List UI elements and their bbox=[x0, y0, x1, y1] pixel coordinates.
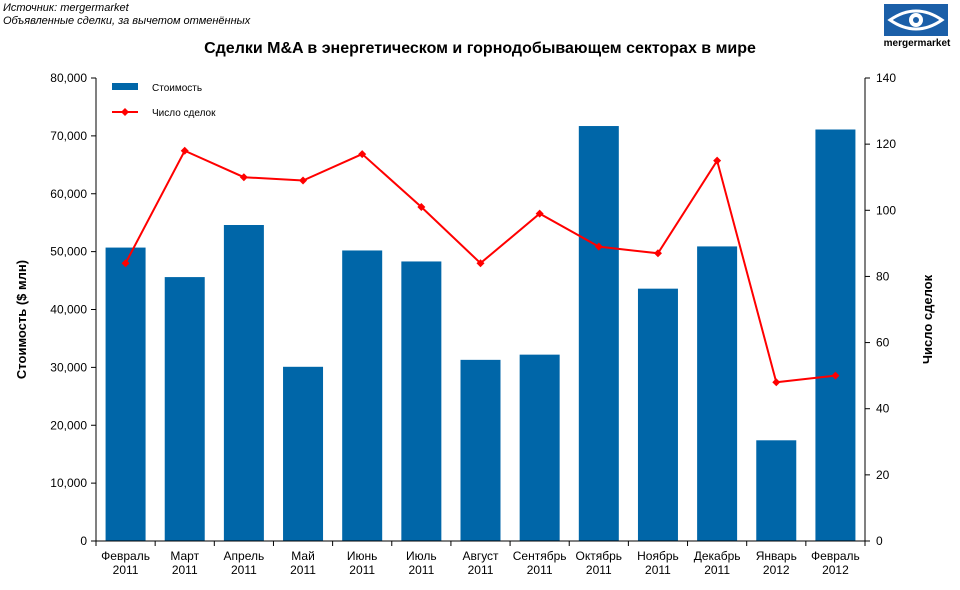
bar bbox=[283, 366, 324, 541]
deals-point bbox=[594, 242, 603, 251]
bars-layer bbox=[105, 126, 856, 542]
y-tick-label-left: 50,000 bbox=[50, 245, 87, 259]
bar bbox=[756, 440, 797, 541]
chart-title: Сделки M&A в энергетическом и горнодобыв… bbox=[204, 40, 756, 57]
bar bbox=[815, 129, 856, 542]
x-tick-label: Февраль 2012 bbox=[811, 549, 860, 577]
deals-point bbox=[299, 176, 308, 185]
deals-point bbox=[831, 371, 840, 380]
source-note: Источник: mergermarket Объявленные сделк… bbox=[3, 2, 250, 28]
y-tick-label-right: 100 bbox=[876, 203, 896, 217]
x-tick-label: Апрель 2011 bbox=[224, 549, 265, 577]
y-tick-label-right: 0 bbox=[876, 534, 883, 548]
line-layer bbox=[121, 146, 840, 387]
y-tick-label-left: 60,000 bbox=[50, 187, 87, 201]
bar bbox=[578, 126, 619, 541]
bar bbox=[164, 277, 205, 541]
bar bbox=[697, 246, 738, 541]
deals-point bbox=[417, 202, 426, 211]
x-tick-label: Октябрь 2011 bbox=[576, 549, 623, 577]
source-subline: Объявленные сделки, за вычетом отменённы… bbox=[3, 15, 251, 27]
legend-swatch-value bbox=[112, 83, 138, 90]
deals-point bbox=[535, 209, 544, 218]
deals-point bbox=[358, 150, 367, 159]
y-tick-label-left: 70,000 bbox=[50, 129, 87, 143]
legend-marker-deals bbox=[121, 108, 129, 116]
legend-label-value: Стоимость bbox=[152, 83, 202, 94]
bar bbox=[637, 288, 678, 541]
deals-point bbox=[713, 156, 722, 165]
bar bbox=[105, 247, 146, 542]
y-tick-label-left: 30,000 bbox=[50, 360, 87, 374]
x-tick-label: Февраль 2011 bbox=[101, 549, 150, 577]
deals-point bbox=[121, 259, 130, 268]
axes-layer: 0 10,000 20,000 30,000 40,000 50,000 60,000 70,… bbox=[14, 71, 935, 577]
y-tick-label-left: 20,000 bbox=[50, 418, 87, 432]
bar bbox=[401, 261, 442, 541]
x-tick-label: Ноябрь 2011 bbox=[637, 549, 679, 577]
y-tick-label-left: 0 bbox=[80, 534, 87, 548]
x-tick-label: Январь 2012 bbox=[756, 549, 797, 577]
deals-point bbox=[653, 249, 662, 258]
y-tick-label-right: 120 bbox=[876, 137, 896, 151]
deals-point bbox=[476, 259, 485, 268]
bar bbox=[519, 354, 560, 541]
source-line: Источник: mergermarket bbox=[3, 2, 129, 14]
mergermarket-logo: mergermarket bbox=[880, 4, 952, 49]
bar bbox=[342, 250, 383, 541]
y-tick-label-right: 80 bbox=[876, 269, 890, 283]
eye-logo-icon bbox=[884, 4, 948, 36]
legend: Стоимость Число сделок bbox=[112, 83, 216, 119]
x-tick-label: Июнь 2011 bbox=[347, 549, 378, 577]
y-tick-label-left: 40,000 bbox=[50, 303, 87, 317]
deals-point bbox=[772, 378, 781, 387]
x-tick-label: Август 2011 bbox=[462, 549, 499, 577]
logo-text: mergermarket bbox=[883, 38, 951, 49]
legend-label-deals: Число сделок bbox=[152, 108, 216, 119]
y-axis-label-right: Число сделок bbox=[920, 274, 935, 364]
x-tick-label: Июль 2011 bbox=[406, 549, 437, 577]
bar bbox=[460, 359, 501, 541]
y-tick-label-left: 10,000 bbox=[50, 476, 87, 490]
y-tick-label-left: 80,000 bbox=[50, 71, 87, 85]
y-axis-label-left: Стоимость ($ млн) bbox=[14, 260, 29, 379]
y-tick-label-right: 140 bbox=[876, 71, 896, 85]
bar bbox=[223, 225, 264, 541]
y-tick-label-right: 20 bbox=[876, 468, 890, 482]
x-tick-label: Декабрь 2011 bbox=[694, 549, 741, 577]
deals-point bbox=[180, 146, 189, 155]
x-tick-label: Сентябрь 2011 bbox=[513, 549, 567, 577]
y-tick-label-right: 40 bbox=[876, 402, 890, 416]
y-tick-label-right: 60 bbox=[876, 336, 890, 350]
x-tick-label: Май 2011 bbox=[290, 549, 316, 577]
x-tick-label: Март 2011 bbox=[170, 549, 199, 577]
deals-point bbox=[239, 173, 248, 182]
